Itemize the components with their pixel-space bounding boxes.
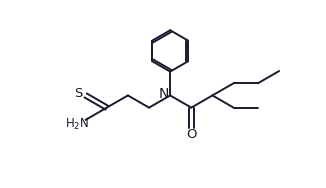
Text: O: O bbox=[186, 128, 197, 141]
Text: H$_2$N: H$_2$N bbox=[65, 117, 89, 132]
Text: S: S bbox=[74, 87, 83, 101]
Text: N: N bbox=[159, 87, 169, 101]
